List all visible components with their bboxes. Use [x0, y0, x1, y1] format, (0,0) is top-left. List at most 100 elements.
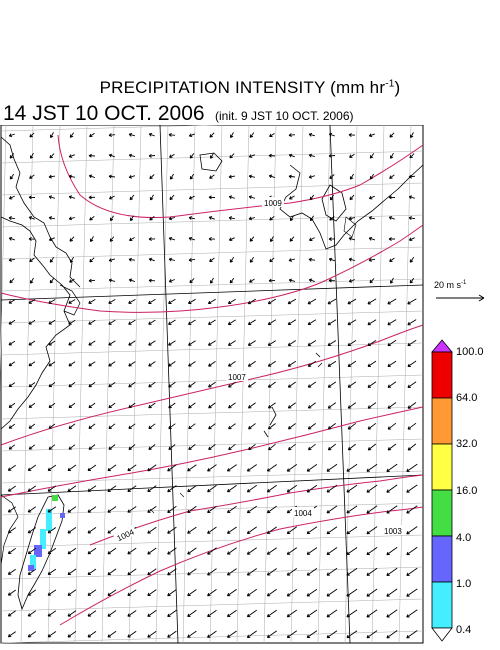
wind-arrow [347, 319, 357, 326]
wind-arrow [407, 360, 417, 368]
wind-arrow [147, 506, 157, 513]
wind-arrow [387, 298, 397, 305]
wind-arrow [108, 153, 115, 158]
colorbar-segment [431, 351, 453, 399]
colorbar-top-triangle [431, 339, 453, 353]
wind-arrow [147, 589, 157, 597]
weather-map: 1009 1007 1004 1004 1003 [0, 125, 424, 644]
wind-arrow [167, 505, 177, 513]
wind-arrow [28, 299, 36, 304]
wind-arrow [386, 567, 398, 576]
wind-arrow [187, 526, 197, 534]
wind-arrow [307, 423, 316, 430]
wind-arrow [168, 444, 176, 450]
wind-arrow [327, 381, 337, 388]
wind-arrow [308, 257, 316, 262]
wind-arrow [228, 443, 236, 451]
wind-arrow [7, 485, 16, 492]
wind-arrow [127, 589, 137, 596]
wind-arrow [390, 152, 394, 159]
wind-arrow [208, 216, 215, 220]
wind-arrow [269, 257, 275, 263]
wind-arrow [327, 298, 337, 305]
wind-arrow [407, 402, 417, 409]
wind-arrow [7, 610, 16, 617]
wind-arrow [168, 216, 176, 221]
wind-arrow [246, 609, 257, 618]
wind-arrow [308, 278, 315, 283]
wind-arrow [267, 381, 276, 388]
wind-arrow [207, 340, 216, 346]
wind-arrow [109, 195, 115, 200]
wind-arrow [207, 568, 217, 576]
wind-arrow [128, 257, 136, 262]
wind-arrow [108, 278, 116, 283]
wind-arrow [407, 339, 417, 347]
wind-arrow [128, 381, 136, 388]
wind-arrow [148, 278, 156, 283]
wind-arrow [149, 194, 154, 201]
wind-arrow [108, 340, 116, 346]
wind-arrow [28, 444, 36, 450]
wind-arrow [167, 609, 177, 617]
wind-arrow [289, 195, 295, 200]
wind-arrow [188, 402, 196, 409]
wind-arrow [307, 360, 317, 367]
wind-arrow [88, 153, 96, 158]
wind-arrow [187, 505, 197, 513]
colorbar-label: 100.0 [456, 346, 484, 358]
wind-arrow [148, 381, 156, 388]
wind-arrow [387, 381, 397, 388]
wind-arrow [129, 194, 135, 201]
wind-arrow [129, 215, 134, 222]
wind-arrow [188, 381, 196, 388]
wind-arrow [246, 484, 257, 493]
wind-arrow [246, 464, 257, 472]
wind-arrow [367, 443, 377, 451]
wind-arrow [67, 485, 77, 492]
wind-arrow [346, 630, 358, 639]
wind-arrow [226, 568, 237, 576]
wind-arrow [267, 360, 276, 367]
wind-arrow [8, 319, 16, 325]
wind-arrow [127, 568, 137, 576]
wind-arrow [268, 443, 276, 451]
wind-arrow [268, 278, 276, 283]
wind-arrow [349, 173, 354, 180]
wind-arrow [327, 402, 337, 409]
wind-arrow [68, 423, 76, 429]
wind-arrow [128, 153, 136, 158]
wind-arrow [366, 588, 378, 597]
wind-arrow [226, 630, 237, 638]
wind-arrow [47, 547, 57, 555]
wind-arrow [349, 153, 355, 158]
wind-arrow [247, 402, 256, 409]
wind-arrow [88, 444, 96, 450]
wind-arrow [67, 610, 77, 617]
wind-arrow [367, 381, 377, 388]
wind-arrow [168, 423, 176, 430]
wind-arrow [306, 630, 318, 639]
wind-arrow [67, 631, 77, 638]
wind-arrow [169, 194, 175, 201]
wind-arrow [189, 278, 195, 284]
wind-arrow [8, 340, 16, 346]
wind-arrow [50, 132, 54, 138]
wind-arrow [346, 484, 358, 493]
colorbar-segment [431, 581, 453, 629]
wind-arrow [288, 174, 296, 179]
wind-arrow [248, 174, 256, 179]
wind-arrow [369, 278, 375, 284]
wind-arrow [187, 568, 197, 576]
wind-arrow [267, 423, 276, 430]
wind-arrow [107, 464, 117, 472]
wind-arrow [210, 277, 214, 284]
wind-arrow [48, 216, 55, 220]
wind-arrow [48, 174, 56, 179]
wind-arrow [266, 630, 277, 638]
wind-arrow [127, 547, 137, 555]
wind-arrow [188, 258, 196, 262]
wind-arrow [107, 547, 117, 555]
wind-arrow [210, 152, 214, 159]
wind-arrow [409, 277, 415, 284]
